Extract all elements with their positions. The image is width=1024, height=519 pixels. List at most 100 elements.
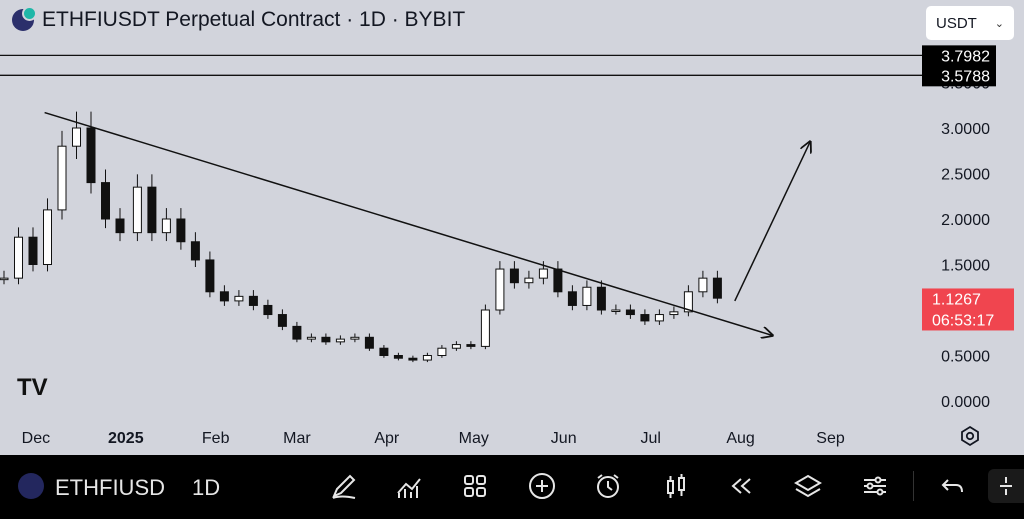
level-tag bbox=[922, 65, 996, 87]
candle-body bbox=[567, 291, 577, 306]
candle-body bbox=[466, 344, 476, 347]
candle-body bbox=[248, 295, 258, 306]
candle-body bbox=[437, 347, 447, 357]
symbol-logo-icon bbox=[18, 473, 44, 499]
alert-icon[interactable] bbox=[591, 469, 625, 503]
candle-body bbox=[582, 286, 592, 306]
candle-body bbox=[43, 209, 52, 265]
candle-body bbox=[147, 186, 157, 234]
candle-body bbox=[495, 268, 505, 311]
undo-icon[interactable] bbox=[936, 469, 970, 503]
symbol-button[interactable]: ETHFIUSD bbox=[55, 475, 165, 500]
candle-body bbox=[524, 277, 534, 284]
candle-body bbox=[0, 277, 9, 281]
level-tag-label: 3.5788 bbox=[941, 68, 990, 85]
candle-body bbox=[611, 309, 621, 312]
candle-body bbox=[379, 347, 389, 357]
layouts-icon[interactable] bbox=[458, 469, 492, 503]
indicators-icon[interactable] bbox=[392, 469, 426, 503]
toolbar-divider bbox=[913, 471, 914, 501]
candle-body bbox=[234, 295, 244, 302]
chart-header: ETHFIUSDT Perpetual Contract · 1D · BYBI… bbox=[12, 6, 466, 32]
candle-body bbox=[14, 236, 23, 279]
candle-body bbox=[683, 291, 693, 313]
candle-body bbox=[669, 311, 679, 316]
candle-body bbox=[640, 314, 650, 322]
candle-body bbox=[480, 309, 490, 347]
gear-outline bbox=[961, 425, 979, 447]
candle-body bbox=[538, 268, 548, 279]
candle-body bbox=[219, 291, 229, 302]
candle-body bbox=[57, 145, 67, 211]
candle-body bbox=[335, 338, 345, 343]
chart-area[interactable]: TV 3.00002.50002.00001.50001.00000.50000… bbox=[0, 0, 1024, 455]
time-tick-label: Apr bbox=[374, 430, 400, 447]
candle-body bbox=[132, 186, 142, 234]
draw-icon[interactable] bbox=[327, 469, 361, 503]
time-tick-label: Jul bbox=[640, 430, 660, 447]
candle-body bbox=[422, 355, 432, 361]
add-icon[interactable] bbox=[525, 469, 559, 503]
candle-body bbox=[292, 325, 302, 340]
time-tick-label: Feb bbox=[202, 430, 230, 447]
candle-body bbox=[277, 314, 287, 327]
price-axis: 3.00002.50002.00001.50001.00000.50000.00… bbox=[922, 45, 1014, 411]
price-tick-label: 0.5000 bbox=[941, 349, 990, 366]
candle-body bbox=[205, 259, 215, 293]
countdown-label: 06:53:17 bbox=[932, 312, 994, 329]
time-tick-label: Aug bbox=[726, 430, 754, 447]
replay-icon[interactable] bbox=[724, 469, 758, 503]
time-tick-label: Sep bbox=[816, 430, 845, 447]
candle-body bbox=[408, 357, 418, 361]
price-tick-label: 3.0000 bbox=[941, 121, 990, 138]
time-tick-label: Jun bbox=[551, 430, 577, 447]
level-tag-label: 3.7982 bbox=[941, 48, 990, 65]
chart-title: ETHFIUSDT Perpetual Contract · 1D · BYBI… bbox=[42, 8, 466, 31]
time-tick-label: 2025 bbox=[108, 430, 144, 447]
candle-body bbox=[72, 127, 81, 147]
chart-settings-icon[interactable] bbox=[961, 425, 979, 447]
candle-body bbox=[86, 127, 96, 184]
time-tick-label: Dec bbox=[22, 430, 50, 447]
candle-body bbox=[393, 355, 403, 359]
drawings-layer: TV bbox=[0, 54, 922, 401]
currency-select[interactable]: USDT ⌄ bbox=[926, 6, 1014, 40]
interval-button[interactable]: 1D bbox=[192, 475, 221, 500]
candle-body bbox=[654, 314, 664, 322]
trendline bbox=[44, 111, 773, 336]
candle-body bbox=[190, 241, 200, 261]
layers-icon[interactable] bbox=[791, 469, 825, 503]
candle-body bbox=[596, 286, 606, 311]
candle-body bbox=[115, 218, 125, 234]
candle-body bbox=[625, 309, 635, 316]
candle-body bbox=[161, 218, 171, 234]
more-tools-icon[interactable] bbox=[988, 469, 1024, 503]
candle-body bbox=[698, 277, 708, 293]
candle-body bbox=[321, 336, 331, 343]
candle-body bbox=[306, 336, 316, 340]
tradingview-logo: TV bbox=[17, 374, 48, 401]
settings-icon[interactable] bbox=[858, 469, 892, 503]
price-chart[interactable]: TV 3.00002.50002.00001.50001.00000.50000… bbox=[0, 0, 1024, 455]
candle-body bbox=[101, 182, 110, 220]
level-tag bbox=[922, 45, 996, 67]
price-tick-label: 1.5000 bbox=[941, 258, 990, 275]
price-tick-label: 2.5000 bbox=[941, 167, 990, 184]
candle-body bbox=[451, 344, 461, 349]
time-axis: Dec 2025 Feb Mar Apr May Jun Jul Aug Sep bbox=[22, 425, 979, 447]
price-tick-label: 0.0000 bbox=[941, 394, 990, 411]
last-price-tag bbox=[922, 288, 1014, 331]
time-tick-label: May bbox=[459, 430, 489, 447]
candle-body bbox=[176, 218, 186, 243]
gear-center bbox=[965, 431, 975, 441]
candle-body bbox=[28, 236, 38, 265]
price-tick-label: 2.0000 bbox=[941, 212, 990, 229]
candles-icon[interactable] bbox=[659, 469, 693, 503]
bottom-toolbar: ETHFIUSD 1D bbox=[0, 455, 1024, 519]
ethfi-logo-icon bbox=[12, 6, 37, 31]
candle-body bbox=[364, 336, 374, 349]
projection-arrow bbox=[734, 142, 810, 302]
candle-body bbox=[509, 268, 519, 284]
time-tick-label: Mar bbox=[283, 430, 311, 447]
candle-body bbox=[263, 304, 273, 316]
